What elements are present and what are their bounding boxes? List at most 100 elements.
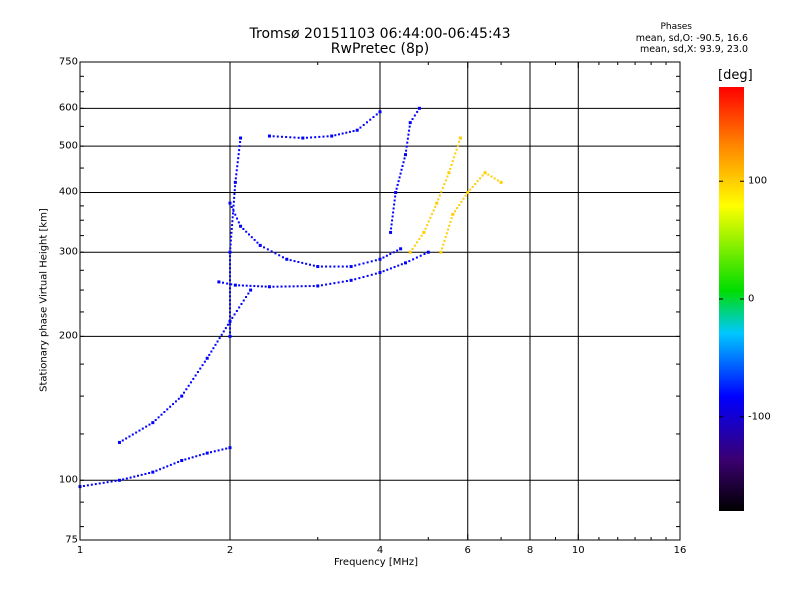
y-tick-label: 100 [58,474,78,486]
trace-point [389,267,392,270]
colorbar-tick-label: 100 [748,175,768,187]
trace-point [232,200,235,203]
trace-point [199,367,202,370]
trace-point [202,453,205,456]
trace-point [449,220,452,223]
trace-point [229,279,231,282]
trace-point [138,429,141,432]
trace-point [216,340,219,343]
trace-point [366,274,369,277]
data-point [330,134,334,138]
trace-point [281,256,284,259]
trace-point [157,416,160,419]
trace-point [334,134,337,137]
x-axis-label: Frequency [MHz] [334,557,419,568]
trace-point [235,173,238,176]
trace-point [229,267,231,270]
trace-point [177,397,180,400]
axis-ticks [79,62,681,540]
trace-point [396,249,399,252]
trace-point [448,224,451,227]
trace-point [293,136,296,139]
trace-point [432,209,435,212]
trace-point [272,285,275,288]
trace-point [144,472,147,475]
trace-point [226,323,229,326]
data-point [447,171,451,175]
data-point [228,334,232,338]
data-point [403,153,407,157]
data-point [228,319,232,323]
trace-point [450,217,453,220]
trace-point [86,484,89,487]
x-tick-label: 2 [226,545,234,556]
chart-title: Tromsø 20151103 06:44:00-06:45:43 [249,26,511,42]
trace-point [402,161,405,164]
trace-point [359,126,362,129]
data-point [458,136,462,140]
trace-point [423,252,426,255]
data-point [205,356,209,360]
trace-point [232,208,235,211]
trace-point [438,194,441,197]
trace-point [393,203,396,206]
trace-point [288,285,291,288]
trace-point [82,484,85,487]
data-point [267,134,271,138]
trace-point [460,200,463,203]
trace-point [426,224,429,227]
trace-point [114,479,117,482]
trace-point [374,259,377,262]
trace-point [236,161,239,164]
trace-point [169,405,172,408]
trace-point [121,439,124,442]
trace-point [163,411,166,414]
trace-point [237,153,240,156]
trace-point [464,194,467,197]
trace-point [462,197,465,200]
trace-point [110,480,113,483]
data-point [466,190,470,194]
trace-point [90,483,93,486]
trace-point [391,215,394,218]
trace-point [195,455,198,458]
trace-point [220,333,223,336]
trace-point [192,377,195,380]
trace-point [345,280,348,283]
trace-point [213,450,216,453]
trace-point [230,235,233,238]
trace-point [234,213,237,216]
colorbar [719,87,744,511]
trace-point [418,238,421,241]
trace-point [312,285,315,288]
trace-point [437,198,440,201]
trace-point [125,477,128,480]
trace-point [415,256,418,259]
data-points [78,106,503,489]
trace-point [454,152,457,155]
trace-point [276,135,279,138]
trace-point [201,364,204,367]
trace-point [160,413,163,416]
y-tick-label: 300 [58,246,78,258]
trace-point [348,130,351,133]
trace-point [198,454,201,457]
trace-point [183,391,186,394]
trace-point [229,303,231,306]
trace-point [230,205,233,208]
trace-point [450,164,453,167]
x-tick-label: 6 [464,545,471,556]
trace-point [382,256,385,259]
trace-point [136,474,139,477]
trace-point [247,292,250,295]
x-tick-label: 10 [571,545,585,556]
trace-point [266,248,269,251]
trace-point [444,236,447,239]
trace-point [94,483,97,486]
data-point [301,136,305,140]
trace-point [229,239,232,242]
trace-point [391,219,394,222]
trace-point [184,458,187,461]
trace-point [125,437,128,440]
